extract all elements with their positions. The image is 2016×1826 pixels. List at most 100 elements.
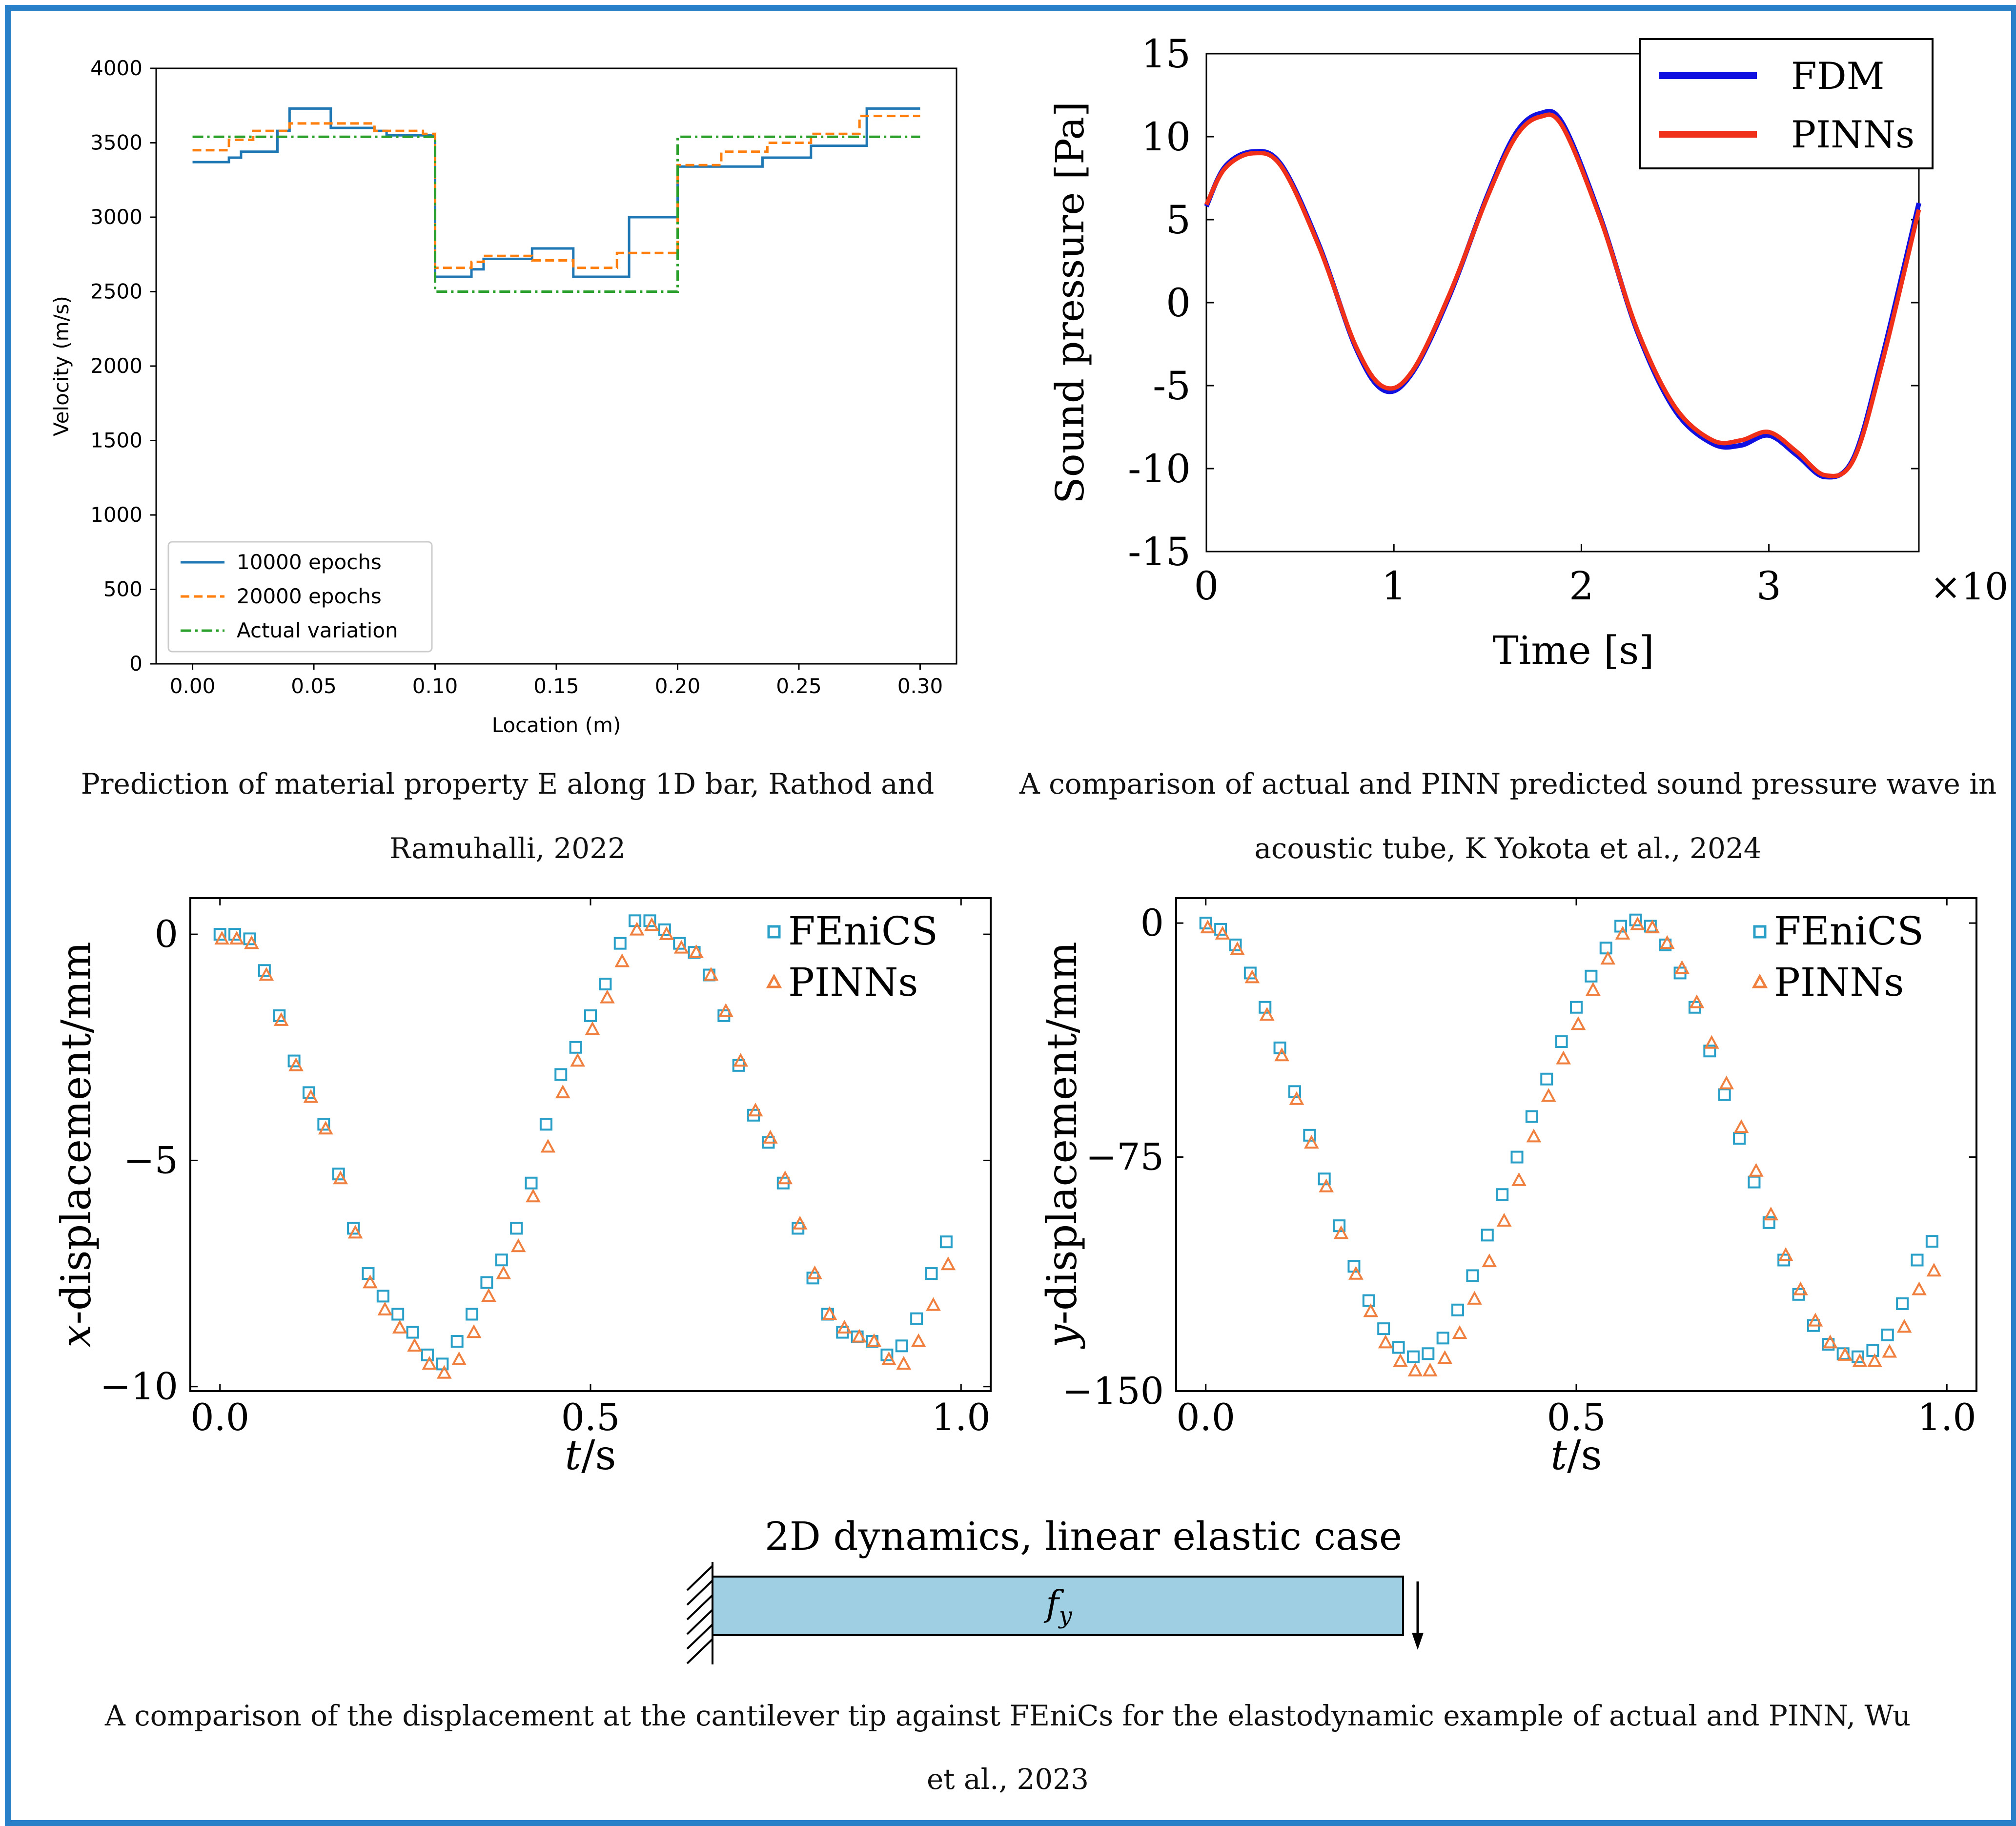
point-pinns	[777, 1170, 793, 1185]
point-pinns	[1467, 1291, 1482, 1305]
y-axis-label: Velocity (m/s)	[49, 296, 73, 436]
y-tick-label: 10	[1141, 114, 1191, 160]
point-fenics	[406, 1326, 419, 1339]
point-pinns	[836, 1319, 852, 1334]
point-pinns	[1541, 1088, 1556, 1102]
point-pinns	[1393, 1353, 1408, 1367]
diagram-title: 2D dynamics, linear elastic case	[765, 1514, 1402, 1559]
figure-frame	[5, 5, 2016, 1826]
point-fenics	[1451, 1303, 1465, 1316]
y-tick-label: 1000	[90, 503, 143, 527]
point-pinns	[659, 926, 674, 940]
point-pinns	[792, 1215, 808, 1230]
point-fenics	[658, 923, 671, 936]
point-pinns	[763, 1129, 778, 1144]
point-fenics	[302, 1086, 315, 1099]
y-axis-label: x-displacement/mm	[52, 942, 100, 1348]
series-line-pinns	[1204, 112, 1921, 478]
point-pinns	[940, 1256, 956, 1271]
point-pinns	[644, 917, 659, 931]
point-pinns	[570, 1053, 585, 1067]
point-fenics	[910, 1312, 923, 1325]
y-axis-label: Sound pressure [Pa]	[1047, 102, 1093, 504]
point-fenics	[1243, 966, 1257, 980]
y-tick-label: -15	[1128, 529, 1191, 574]
x-tick-label: 0.25	[776, 674, 822, 698]
point-pinns	[1200, 919, 1216, 934]
chart-sound-pressure: 0 1 2 3 15 10 5 0 -5 -10 -15 ×10-3 Time [s] Sound…	[1047, 34, 2006, 673]
point-pinns	[1363, 1303, 1379, 1317]
point-pinns	[422, 1355, 437, 1370]
point-fenics	[1406, 1350, 1420, 1363]
point-fenics	[599, 978, 612, 991]
point-pinns	[926, 1297, 941, 1311]
point-pinns	[244, 935, 259, 949]
point-fenics	[1911, 1253, 1924, 1267]
x-tick-label: 0.15	[533, 674, 579, 698]
x-tick-label: 0.20	[655, 674, 701, 698]
point-fenics	[1748, 1175, 1761, 1189]
point-pinns	[1378, 1334, 1393, 1349]
y-axis-label: y-displacement/mm	[1038, 942, 1086, 1350]
point-fenics	[1510, 1150, 1524, 1164]
x-tick-label: 0.05	[291, 674, 337, 698]
series-line-1	[192, 115, 920, 269]
point-pinns	[689, 944, 704, 958]
point-fenics	[925, 1267, 938, 1280]
point-fenics	[376, 1290, 389, 1303]
point-pinns	[407, 1337, 422, 1352]
point-fenics	[1214, 923, 1227, 936]
point-fenics	[228, 928, 242, 941]
point-fenics	[213, 928, 226, 941]
point-fenics	[539, 1118, 552, 1131]
legend-item-pinns: PINNs	[788, 960, 918, 1005]
point-fenics	[1718, 1088, 1731, 1101]
x-tick-label: 0.0	[190, 1395, 249, 1439]
point-pinns	[807, 1265, 822, 1279]
point-pinns	[1926, 1263, 1942, 1277]
point-pinns	[1556, 1050, 1571, 1065]
point-pinns	[377, 1301, 393, 1315]
point-fenics	[421, 1348, 434, 1361]
point-pinns	[718, 1003, 733, 1017]
point-fenics	[673, 937, 686, 950]
point-fenics	[643, 914, 656, 927]
point-pinns	[1526, 1128, 1542, 1143]
point-pinns	[1867, 1353, 1882, 1367]
x-tick-label: 0.5	[561, 1395, 620, 1439]
point-fenics	[629, 914, 642, 927]
point-fenics	[1866, 1344, 1879, 1357]
point-pinns	[822, 1306, 837, 1320]
chart-x-displacement: 0.0 0.5 1.0 0 −5 −10 t/s x-displacement/mm F…	[52, 897, 992, 1479]
caption-bottom: A comparison of the displacement at the …	[104, 1699, 1911, 1796]
x-axis-label: t/s	[1550, 1431, 1602, 1479]
x-tick-label: 1.0	[1917, 1395, 1976, 1439]
point-fenics	[1525, 1110, 1538, 1123]
point-pinns	[614, 953, 630, 967]
point-pinns	[1437, 1350, 1453, 1364]
point-fenics	[332, 1168, 345, 1181]
point-fenics	[1896, 1297, 1909, 1311]
point-pinns	[1896, 1319, 1912, 1333]
y-tick-label: 2000	[90, 354, 143, 378]
chart-y-displacement: 0.0 0.5 1.0 0 −75 −150 t/s y-displacement/mm…	[1038, 897, 1977, 1479]
point-pinns	[673, 940, 689, 954]
point-pinns	[510, 1238, 526, 1252]
point-pinns	[214, 930, 230, 945]
legend-item-actual-variation: Actual variation	[237, 618, 398, 642]
point-pinns	[1215, 925, 1230, 940]
point-pinns	[881, 1351, 896, 1365]
point-pinns	[1852, 1353, 1868, 1367]
legend-item-pinns: PINNs	[1774, 960, 1904, 1005]
point-fenics	[1377, 1322, 1390, 1335]
point-pinns	[526, 1189, 541, 1203]
point-pinns	[481, 1288, 496, 1302]
point-pinns	[1778, 1247, 1793, 1261]
point-pinns	[1733, 1119, 1749, 1133]
point-pinns	[333, 1170, 348, 1185]
y-tick-label: 0	[129, 652, 143, 676]
y-tick-label: 500	[103, 577, 143, 601]
legend: 10000 epochs 20000 epochs Actual variati…	[167, 541, 433, 653]
y-tick-label: 0	[1166, 280, 1191, 326]
point-pinns	[1407, 1362, 1423, 1376]
